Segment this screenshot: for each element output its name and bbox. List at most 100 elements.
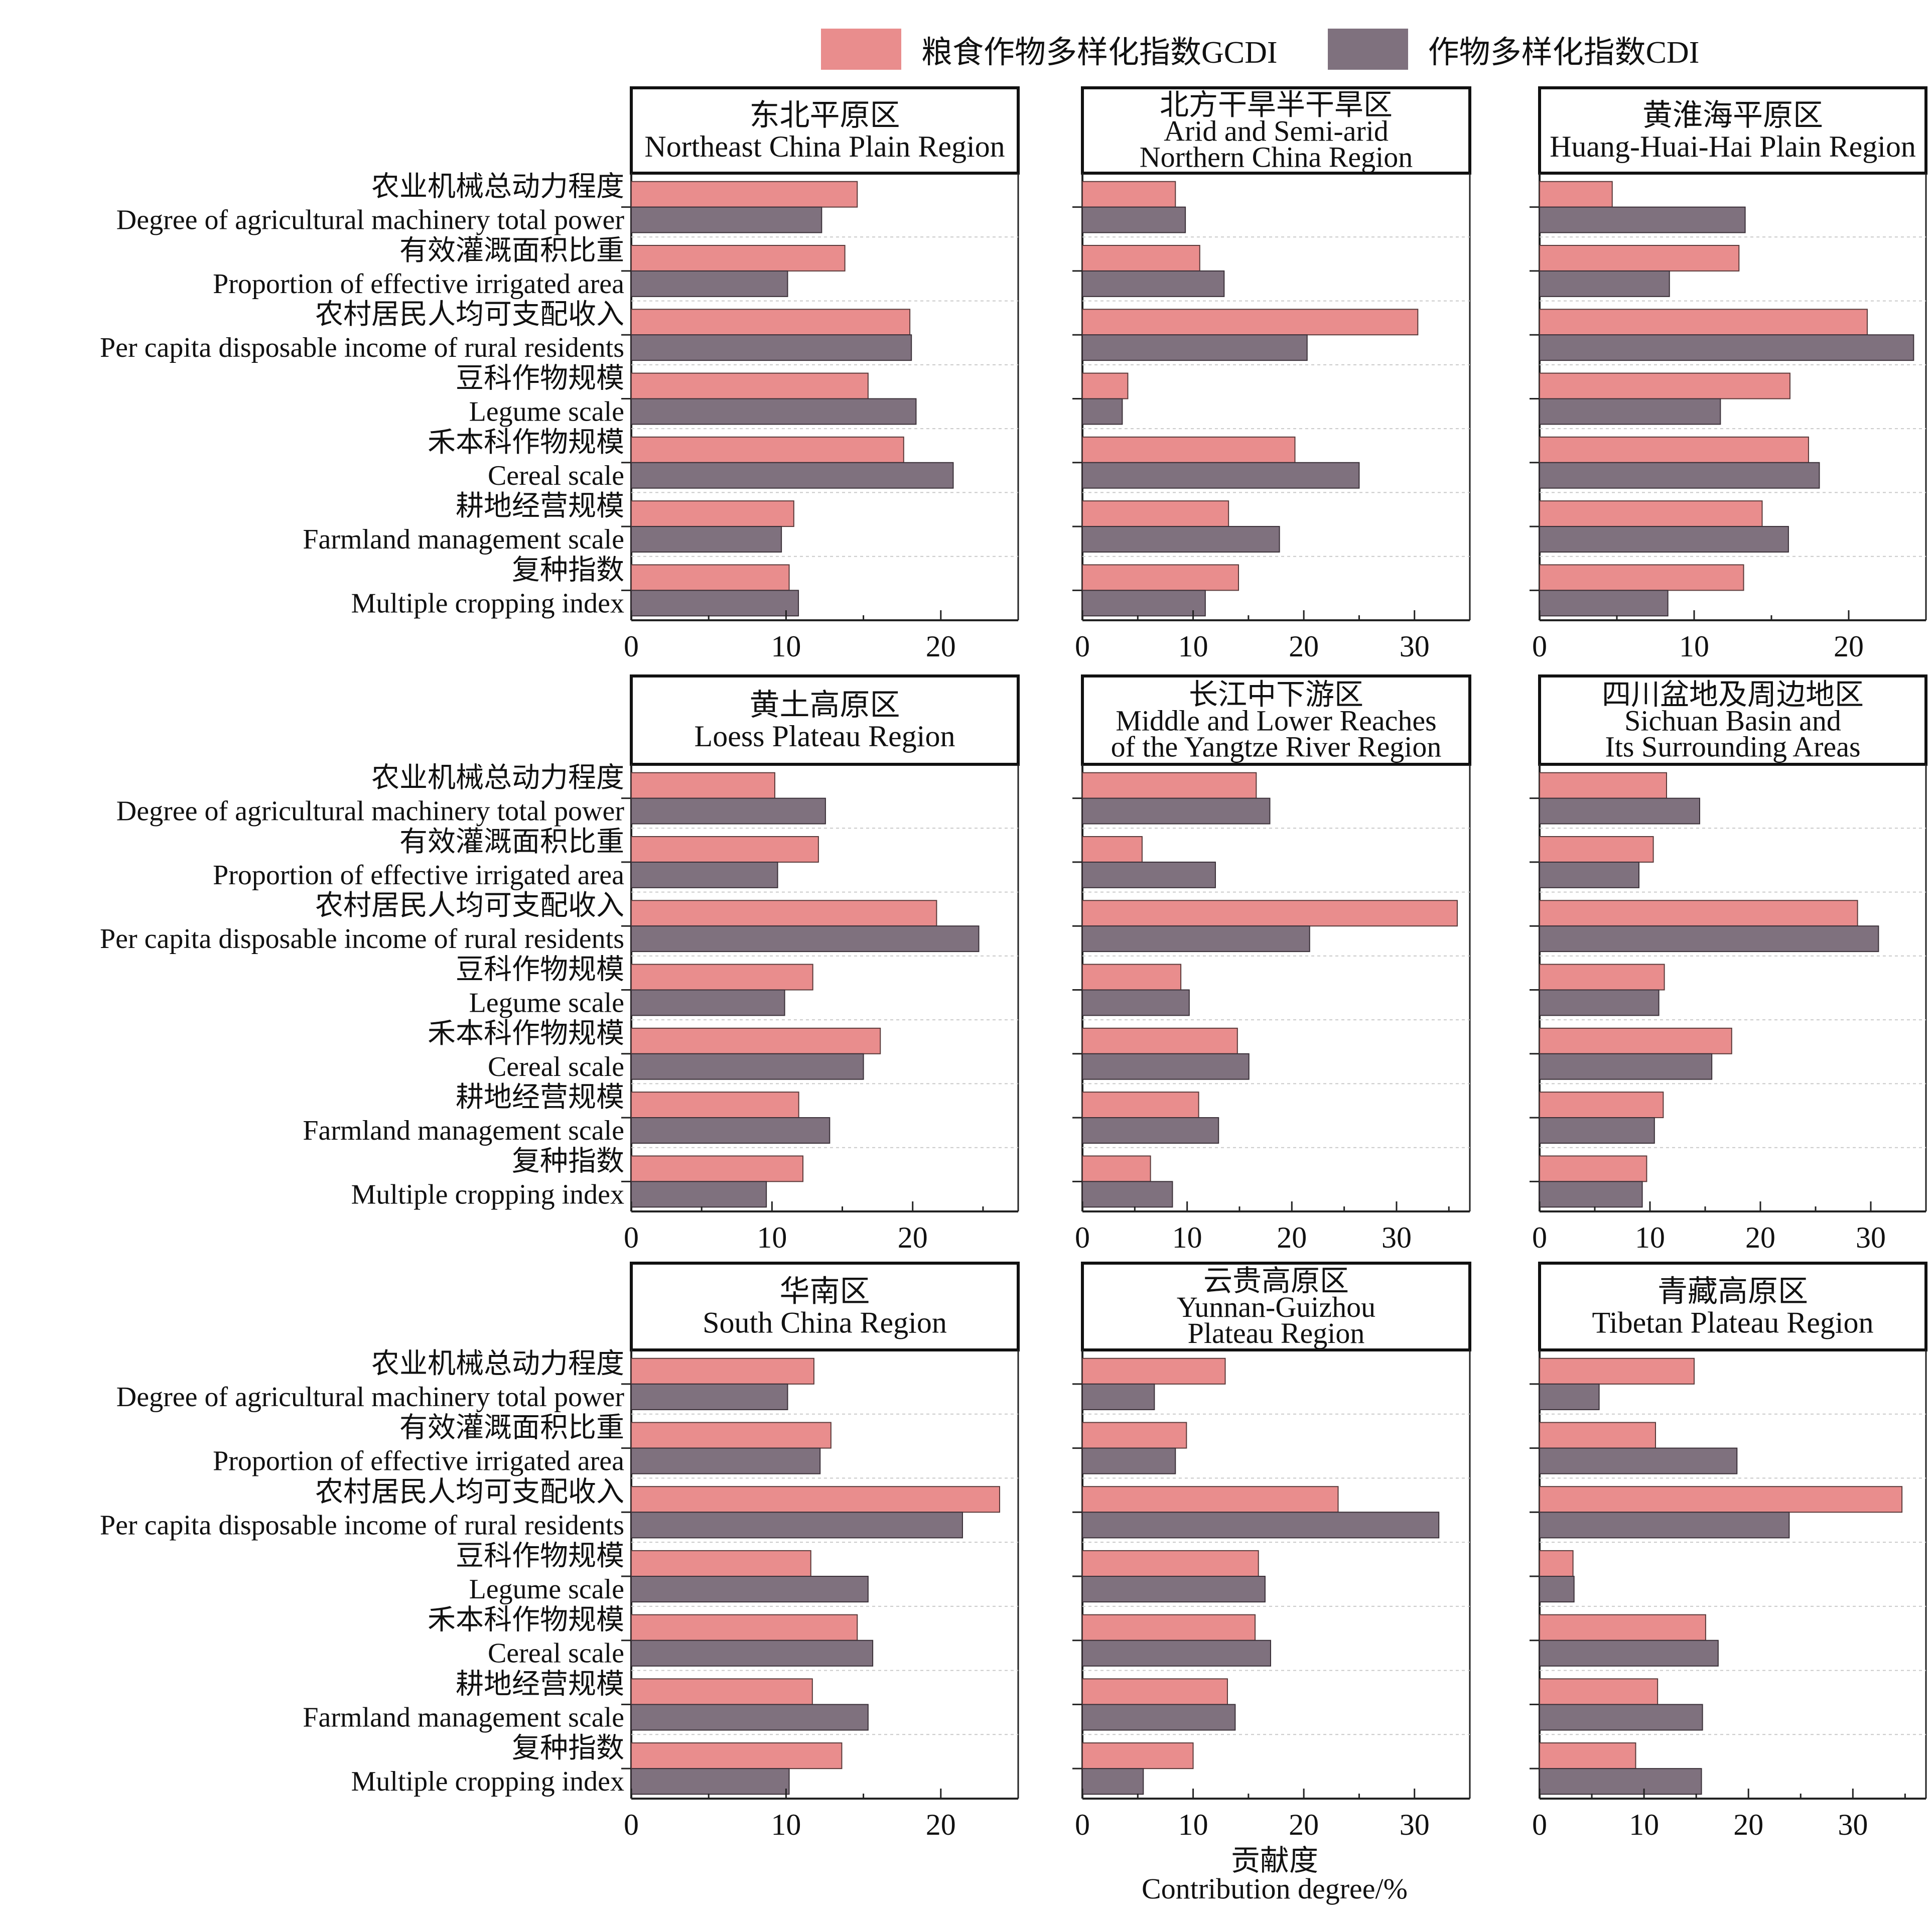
- bar-cdi: [1082, 861, 1216, 888]
- panel-title-zh: 青藏高原区: [1658, 1275, 1808, 1308]
- panel-title-box: [630, 86, 1020, 175]
- legend-label-gcdi: 粮食作物多样化指数GCDI: [921, 36, 1278, 70]
- x-tick-label: 10: [1635, 1221, 1665, 1254]
- x-tick-label: 20: [926, 1808, 956, 1841]
- x-tick-label: 0: [624, 1808, 639, 1841]
- bar-gcdi: [1082, 1357, 1226, 1385]
- bar-cdi: [631, 1512, 963, 1539]
- bar-gcdi: [1539, 181, 1613, 208]
- bar-gcdi: [631, 1422, 832, 1449]
- panel-title-zh: 北方干旱半干旱区: [1160, 88, 1393, 121]
- bar-cdi: [1082, 526, 1280, 553]
- bar-gcdi: [631, 1486, 1000, 1513]
- bar-gcdi: [631, 1742, 843, 1770]
- bar-cdi: [631, 462, 954, 489]
- bar-cdi: [1082, 206, 1186, 233]
- category-label-en: Proportion of effective irrigated area: [213, 860, 624, 891]
- x-tick-label: 10: [1629, 1808, 1659, 1841]
- bar-cdi: [1082, 925, 1310, 953]
- bar-gcdi: [1082, 964, 1182, 991]
- bar-gcdi: [1539, 436, 1809, 463]
- bar-cdi: [1539, 270, 1670, 297]
- x-tick-label: 30: [1400, 630, 1430, 663]
- category-label-en: Cereal scale: [488, 1638, 624, 1669]
- category-label-en: Degree of agricultural machinery total p…: [116, 796, 625, 827]
- x-tick-label: 10: [757, 1221, 787, 1254]
- category-label-en: Multiple cropping index: [351, 1179, 624, 1210]
- bar-cdi: [631, 1383, 788, 1410]
- category-label-en: Legume scale: [469, 1574, 624, 1605]
- bar-cdi: [1082, 1704, 1236, 1731]
- category-label-zh: 有效灌溉面积比重: [399, 1413, 624, 1444]
- bar-gcdi: [631, 436, 904, 463]
- bar-gcdi: [631, 181, 858, 208]
- x-tick-label: 0: [624, 630, 639, 663]
- category-label-en: Proportion of effective irrigated area: [213, 1446, 624, 1477]
- bar-gcdi: [1539, 1357, 1695, 1385]
- panel-title-en: Middle and Lower Reaches: [1116, 704, 1436, 737]
- bar-cdi: [1082, 398, 1123, 425]
- x-tick-label: 20: [1289, 630, 1319, 663]
- bar-cdi: [631, 334, 912, 361]
- bar-gcdi: [1082, 1422, 1187, 1449]
- bar-cdi: [631, 1053, 864, 1080]
- category-label-zh: 农村居民人均可支配收入: [315, 299, 624, 330]
- bar-gcdi: [1539, 1550, 1574, 1577]
- bar-gcdi: [1539, 1155, 1647, 1182]
- legend-item-cdi: 作物多样化指数CDI: [1327, 27, 1700, 72]
- category-label-en: Degree of agricultural machinery total p…: [116, 1382, 625, 1413]
- panel-title-en: South China Region: [703, 1306, 947, 1339]
- category-label-en: Multiple cropping index: [351, 588, 624, 619]
- bar-gcdi: [1082, 500, 1229, 527]
- category-label-en: Legume scale: [469, 988, 624, 1019]
- category-label-en: Legume scale: [469, 396, 624, 428]
- bar-gcdi: [1539, 836, 1654, 863]
- bar-cdi: [1539, 1576, 1575, 1603]
- legend: 粮食作物多样化指数GCDI 作物多样化指数CDI: [821, 24, 1749, 74]
- panel-title-box: [1081, 674, 1471, 766]
- bar-cdi: [1539, 1383, 1600, 1410]
- bar-gcdi: [1539, 900, 1858, 927]
- panel-title-en: Its Surrounding Areas: [1605, 730, 1860, 763]
- panel-title-zh: 四川盆地及周边地区: [1602, 678, 1864, 711]
- bar-gcdi: [631, 964, 813, 991]
- x-tick-label: 0: [1532, 630, 1547, 663]
- category-label-en: Multiple cropping index: [351, 1766, 624, 1797]
- bar-gcdi: [1082, 900, 1458, 927]
- bar-gcdi: [1082, 1092, 1199, 1119]
- bar-cdi: [1539, 797, 1700, 825]
- bar-gcdi: [1082, 181, 1176, 208]
- bar-gcdi: [1539, 309, 1868, 336]
- category-label-zh: 农村居民人均可支配收入: [315, 890, 624, 921]
- bar-cdi: [631, 1576, 869, 1603]
- bar-gcdi: [631, 372, 869, 399]
- bar-cdi: [1082, 590, 1206, 617]
- panel-title-en: Northeast China Plain Region: [644, 130, 1005, 163]
- x-tick-label: 10: [771, 1808, 801, 1841]
- category-label-en: Farmland management scale: [303, 1115, 624, 1146]
- x-tick-label: 10: [1178, 630, 1208, 663]
- bar-cdi: [631, 861, 778, 888]
- bar-cdi: [1082, 270, 1225, 297]
- category-label-en: Per capita disposable income of rural re…: [100, 1510, 624, 1541]
- bar-cdi: [1082, 1768, 1144, 1795]
- bar-gcdi: [1082, 772, 1257, 799]
- bar-gcdi: [631, 1678, 813, 1705]
- legend-label-cdi: 作物多样化指数CDI: [1428, 36, 1700, 70]
- x-tick-label: 10: [1172, 1221, 1202, 1254]
- category-label-zh: 豆科作物规模: [456, 1541, 624, 1572]
- bar-gcdi: [1082, 1027, 1238, 1054]
- bar-cdi: [1539, 1181, 1643, 1208]
- bar-cdi: [1539, 462, 1820, 489]
- x-tick-label: 0: [1075, 1808, 1090, 1841]
- bar-gcdi: [1539, 1486, 1903, 1513]
- category-label-en: Per capita disposable income of rural re…: [100, 923, 624, 955]
- bar-gcdi: [1082, 1550, 1259, 1577]
- bar-cdi: [1082, 462, 1360, 489]
- bar-gcdi: [1082, 1678, 1228, 1705]
- bar-cdi: [631, 590, 799, 617]
- panel-title-zh: 华南区: [780, 1275, 870, 1308]
- category-label-zh: 有效灌溉面积比重: [399, 827, 624, 858]
- bar-cdi: [1539, 925, 1879, 953]
